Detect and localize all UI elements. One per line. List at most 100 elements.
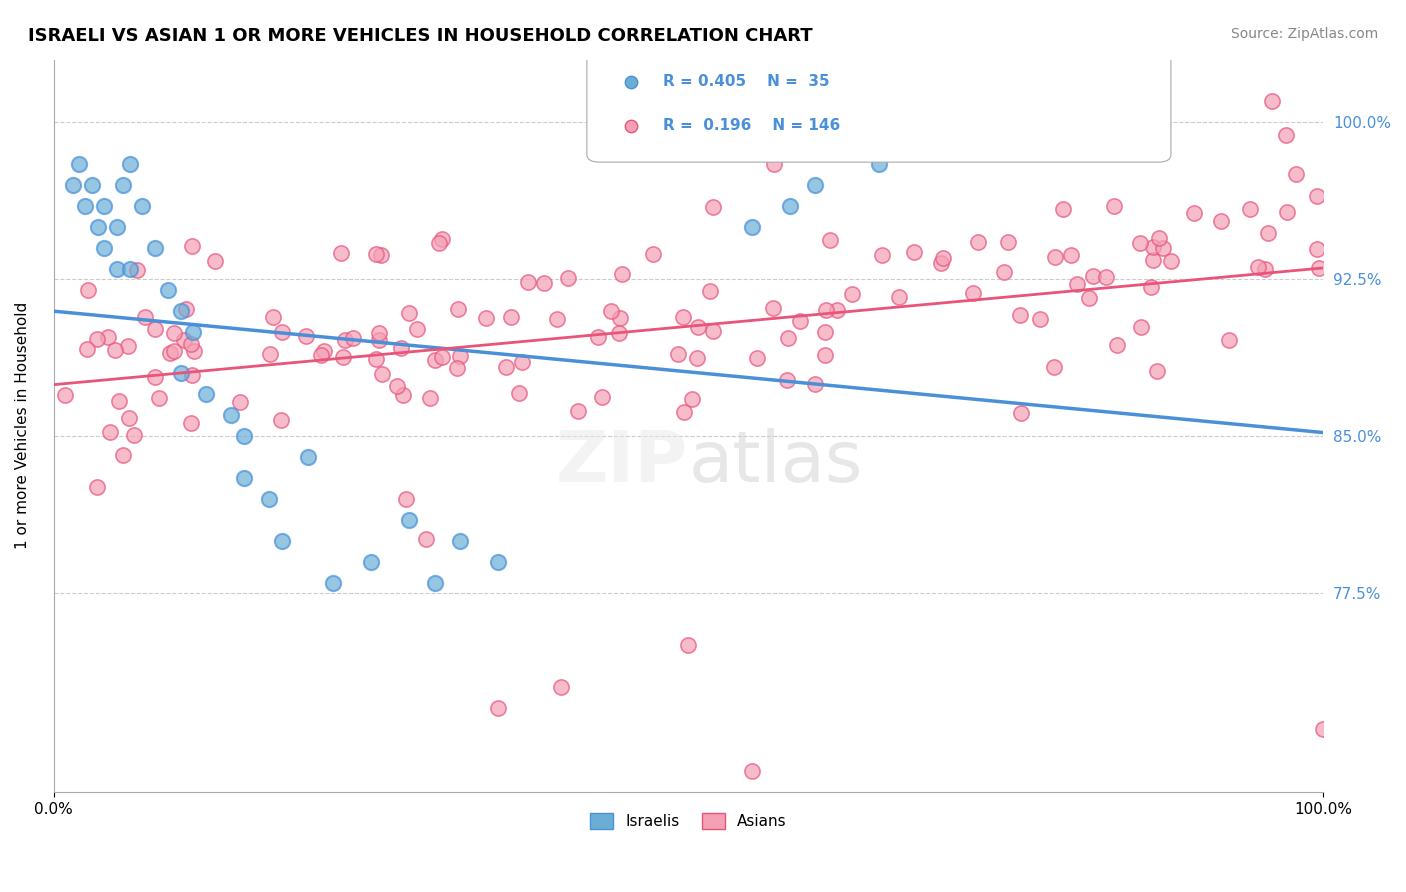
Text: Source: ZipAtlas.com: Source: ZipAtlas.com: [1230, 27, 1378, 41]
Point: [169, 303, 191, 318]
Point: [148, 392, 170, 406]
Point: [194, 387, 217, 401]
Point: [686, 320, 709, 334]
Point: [297, 450, 319, 465]
Point: [678, 639, 700, 653]
Point: [702, 324, 724, 338]
Point: [86, 480, 108, 494]
Point: [131, 199, 153, 213]
Point: [814, 325, 837, 339]
Point: [1261, 95, 1284, 109]
Text: ISRAELI VS ASIAN 1 OR MORE VEHICLES IN HOUSEHOLD CORRELATION CHART: ISRAELI VS ASIAN 1 OR MORE VEHICLES IN H…: [28, 27, 813, 45]
Point: [122, 427, 145, 442]
Point: [1146, 363, 1168, 377]
Point: [967, 235, 990, 249]
Point: [1045, 250, 1067, 264]
Point: [762, 301, 785, 316]
Point: [143, 241, 166, 255]
Point: [398, 306, 420, 320]
Point: [1160, 254, 1182, 268]
Point: [814, 348, 837, 362]
Point: [567, 403, 589, 417]
Point: [333, 333, 356, 347]
Point: [1011, 406, 1033, 420]
Point: [143, 369, 166, 384]
Point: [163, 344, 186, 359]
Point: [1239, 202, 1261, 216]
Point: [80, 178, 103, 193]
Point: [259, 347, 281, 361]
Point: [419, 391, 441, 405]
Point: [98, 425, 121, 439]
Point: [741, 764, 763, 778]
Point: [1182, 206, 1205, 220]
Point: [180, 416, 202, 430]
Point: [1275, 128, 1298, 142]
Point: [427, 235, 450, 250]
Point: [1060, 247, 1083, 261]
Point: [77, 284, 100, 298]
Point: [1052, 202, 1074, 216]
Point: [370, 368, 392, 382]
Point: [67, 157, 90, 171]
Point: [87, 219, 110, 234]
Point: [169, 367, 191, 381]
Point: [776, 373, 799, 387]
Point: [221, 409, 243, 423]
Point: [342, 331, 364, 345]
Point: [762, 157, 785, 171]
Point: [229, 395, 252, 409]
Point: [105, 219, 128, 234]
Point: [1247, 260, 1270, 274]
Point: [174, 302, 197, 317]
Point: [486, 555, 509, 569]
Point: [156, 283, 179, 297]
Point: [368, 333, 391, 347]
Point: [486, 701, 509, 715]
Point: [163, 326, 186, 340]
Point: [673, 404, 696, 418]
Point: [932, 251, 955, 265]
Point: [62, 178, 84, 193]
Point: [93, 241, 115, 255]
Point: [415, 533, 437, 547]
Point: [180, 337, 202, 351]
Point: [501, 310, 523, 324]
Point: [1312, 722, 1334, 736]
Point: [903, 245, 925, 260]
Point: [312, 344, 335, 359]
Point: [607, 326, 630, 340]
Point: [804, 178, 827, 193]
Point: [97, 329, 120, 343]
Point: [929, 255, 952, 269]
Legend: Israelis, Asians: Israelis, Asians: [583, 807, 793, 836]
Point: [111, 448, 134, 462]
Point: [364, 351, 387, 366]
Point: [1147, 231, 1170, 245]
Point: [495, 360, 517, 375]
Point: [76, 343, 98, 357]
Text: ZIP: ZIP: [557, 428, 689, 497]
Point: [181, 325, 204, 339]
Point: [546, 312, 568, 326]
Point: [425, 353, 447, 368]
Point: [430, 232, 453, 246]
Point: [702, 200, 724, 214]
Point: [173, 334, 195, 348]
Point: [1129, 236, 1152, 251]
Point: [1094, 270, 1116, 285]
Point: [993, 265, 1015, 279]
Point: [1081, 268, 1104, 283]
Point: [868, 157, 890, 171]
Point: [1078, 291, 1101, 305]
Point: [841, 287, 863, 301]
Point: [180, 368, 202, 382]
Point: [112, 178, 135, 193]
Point: [449, 349, 471, 363]
Point: [745, 351, 768, 366]
Point: [1285, 167, 1308, 181]
Point: [825, 302, 848, 317]
Point: [1140, 280, 1163, 294]
Point: [610, 267, 633, 281]
Text: R =  0.196    N = 146: R = 0.196 N = 146: [664, 118, 841, 133]
